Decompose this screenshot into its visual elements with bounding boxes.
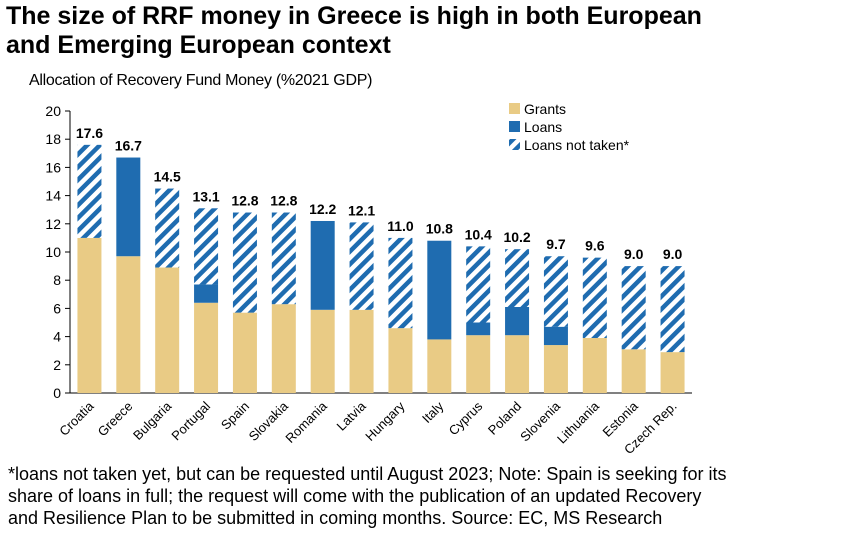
value-label: 9.0 xyxy=(624,246,644,262)
value-label: 10.8 xyxy=(426,221,453,237)
bar-loans-not-taken-8 xyxy=(388,237,413,329)
chart-title: The size of RRF money in Greece is high … xyxy=(6,2,846,60)
y-tick-label: 10 xyxy=(45,244,61,260)
value-label: 10.2 xyxy=(503,229,530,245)
value-label: 9.7 xyxy=(546,236,566,252)
bar-grants-4 xyxy=(232,312,257,393)
bar-grants-9 xyxy=(427,339,452,393)
bar-grants-6 xyxy=(310,309,335,393)
category-label: Greece xyxy=(95,399,136,440)
bar-loans-not-taken-3 xyxy=(194,208,219,285)
bar-loans-not-taken-15 xyxy=(660,266,685,353)
value-label: 12.8 xyxy=(270,193,297,209)
value-label: 12.2 xyxy=(309,201,336,217)
bar-loans-not-taken-5 xyxy=(271,212,296,305)
bar-loans-3 xyxy=(194,284,219,303)
y-tick-label: 12 xyxy=(45,216,61,232)
y-tick-label: 4 xyxy=(53,329,61,345)
value-label: 9.0 xyxy=(663,246,683,262)
bar-grants-3 xyxy=(194,302,219,393)
legend-swatch-1 xyxy=(509,121,520,132)
y-tick-label: 20 xyxy=(45,103,61,119)
bar-grants-15 xyxy=(660,352,685,393)
footnote-line-1: *loans not taken yet, but can be request… xyxy=(8,464,727,484)
footnote-line-2: share of loans in full; the request will… xyxy=(8,486,702,506)
bar-loans-11 xyxy=(505,306,530,336)
y-tick-label: 6 xyxy=(53,300,61,316)
bar-loans-6 xyxy=(310,220,335,310)
bar-loans-not-taken-11 xyxy=(505,249,530,307)
bar-grants-5 xyxy=(271,304,296,393)
bar-loans-not-taken-7 xyxy=(349,222,374,310)
value-label: 11.0 xyxy=(387,218,414,234)
y-tick-label: 18 xyxy=(45,131,61,147)
stacked-bar-chart: 0 2 4 6 8 10 12 14 16 18 20 17.6 Croatia 16.7 Greece 1… xyxy=(45,101,692,457)
y-tick-label: 8 xyxy=(53,272,61,288)
bar-grants-14 xyxy=(621,349,646,393)
bar-loans-not-taken-14 xyxy=(621,266,646,350)
bar-loans-not-taken-2 xyxy=(155,188,180,268)
category-label: Hungary xyxy=(362,398,408,444)
bar-loans-not-taken-4 xyxy=(232,212,257,313)
y-tick-label: 16 xyxy=(45,159,61,175)
axes: 0 2 4 6 8 10 12 14 16 18 20 xyxy=(45,103,692,401)
value-label: 9.6 xyxy=(585,238,605,254)
bar-grants-8 xyxy=(388,328,413,393)
bar-grants-1 xyxy=(116,256,141,393)
legend: Grants Loans Loans not taken* xyxy=(509,101,630,153)
bar-loans-not-taken-10 xyxy=(466,246,491,323)
category-label: Latvia xyxy=(334,398,370,434)
bar-grants-10 xyxy=(466,335,491,393)
category-label: Croatia xyxy=(56,398,97,439)
y-tick-label: 0 xyxy=(53,385,61,401)
y-tick-label: 14 xyxy=(45,188,61,204)
bar-grants-12 xyxy=(543,345,568,393)
bar-loans-12 xyxy=(543,326,568,346)
bar-grants-0 xyxy=(77,237,102,393)
value-label: 17.6 xyxy=(76,125,103,141)
bar-grants-13 xyxy=(582,338,607,393)
y-tick-label: 2 xyxy=(53,357,61,373)
footnote-line-3: and Resilience Plan to be submitted in c… xyxy=(8,508,663,528)
value-label: 12.8 xyxy=(231,193,258,209)
category-label: Cyprus xyxy=(446,398,486,438)
bar-grants-11 xyxy=(505,335,530,393)
legend-swatch-0 xyxy=(509,103,520,114)
value-label: 10.4 xyxy=(465,226,492,242)
bar-grants-2 xyxy=(155,267,180,393)
bar-loans-not-taken-0 xyxy=(77,144,102,238)
category-label: Portugal xyxy=(168,398,213,443)
bar-loans-10 xyxy=(466,322,491,336)
category-label: Bulgaria xyxy=(130,398,175,443)
bar-loans-9 xyxy=(427,240,452,340)
bar-loans-1 xyxy=(116,157,141,257)
title-line-2: and Emerging European context xyxy=(6,31,391,59)
legend-label-2: Loans not taken* xyxy=(524,137,630,153)
title-line-1: The size of RRF money in Greece is high … xyxy=(6,2,702,30)
value-label: 12.1 xyxy=(348,202,375,218)
value-label: 16.7 xyxy=(115,138,142,154)
bar-loans-not-taken-12 xyxy=(543,256,568,327)
legend-swatch-2 xyxy=(509,139,520,150)
bar-loans-not-taken-13 xyxy=(582,257,607,339)
category-label: Italy xyxy=(419,398,447,426)
category-label: Lithuania xyxy=(554,398,602,446)
category-label: Romania xyxy=(282,398,330,446)
legend-label-1: Loans xyxy=(524,119,562,135)
value-label: 14.5 xyxy=(154,169,181,185)
legend-label-0: Grants xyxy=(524,101,566,117)
bars xyxy=(77,144,685,393)
chart-subtitle: Allocation of Recovery Fund Money (%2021… xyxy=(29,72,373,89)
footnote: *loans not taken yet, but can be request… xyxy=(8,463,848,529)
value-label: 13.1 xyxy=(192,188,219,204)
category-label: Spain xyxy=(218,399,252,433)
bar-grants-7 xyxy=(349,309,374,393)
